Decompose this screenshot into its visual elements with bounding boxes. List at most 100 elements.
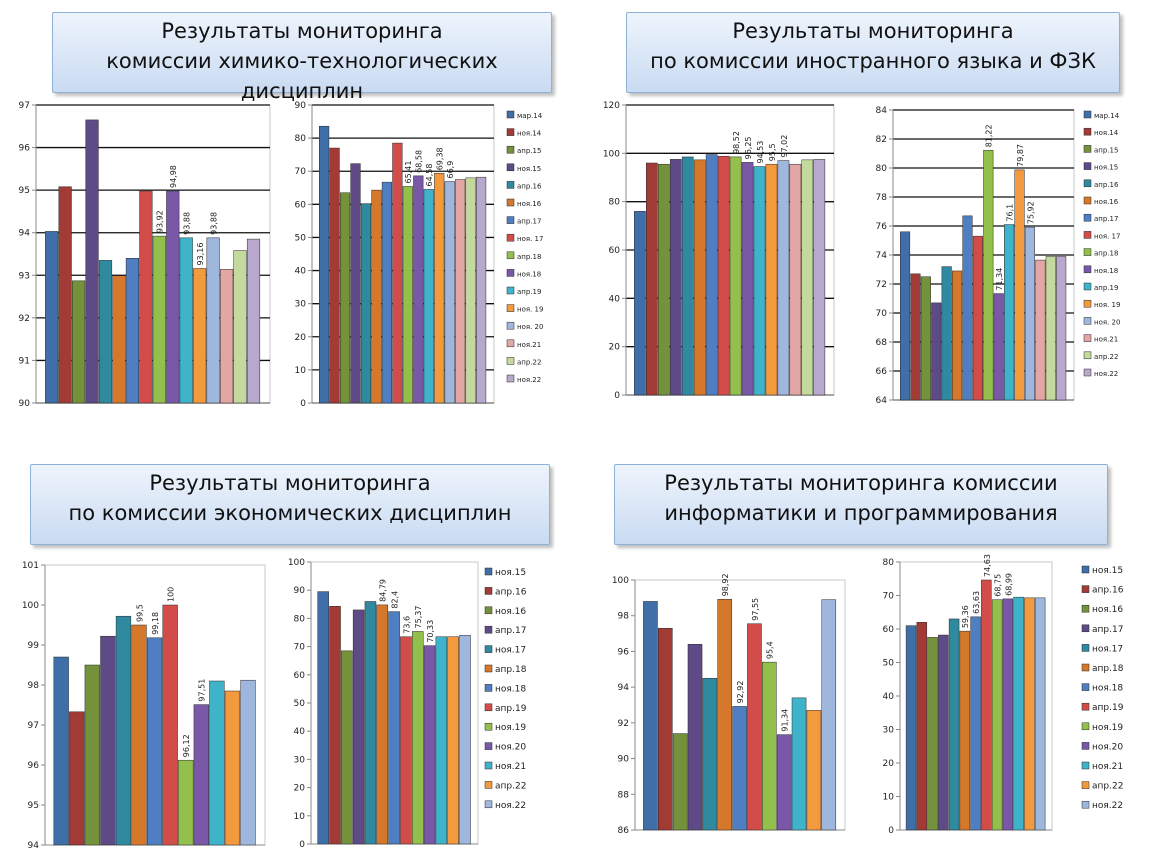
bar (411, 631, 424, 845)
bar (732, 706, 747, 831)
bar (789, 163, 802, 396)
panel-title-economics: Результаты мониторинга по комиссии эконо… (30, 464, 550, 545)
bar (729, 156, 742, 396)
bar (821, 599, 837, 831)
bar (1045, 256, 1056, 401)
y-tick-label: 100 (612, 576, 629, 586)
chart-economics-narrow-scale: 94 95 96 97 98 99 100 101 99,5 99,18 100 96,12 97,51 (22, 561, 266, 848)
data-label: 98,92 (721, 573, 730, 596)
y-tick-label: 50 (294, 699, 306, 709)
bar (434, 173, 445, 404)
legend-swatch (484, 606, 493, 615)
bar (402, 186, 413, 404)
y-tick-label: 86 (618, 826, 630, 836)
legend-label: апр.18 (1094, 250, 1118, 258)
legend-swatch (484, 781, 493, 789)
legend-label: апр.19 (517, 288, 541, 296)
legend-swatch (506, 198, 515, 207)
bar (360, 203, 372, 404)
bar (364, 601, 377, 845)
bar (765, 163, 778, 396)
bar (643, 601, 658, 831)
bar (45, 231, 59, 404)
y-tick-label: 40 (294, 727, 306, 737)
data-label: 97,02 (780, 135, 789, 158)
legend-label: апр.17 (1094, 215, 1118, 223)
data-label: 98,52 (732, 131, 741, 154)
y-tick-label: 60 (883, 625, 895, 635)
y-tick-label: 0 (300, 399, 306, 409)
y-tick-label: 10 (883, 793, 895, 803)
legend-label: ноя. 20 (1094, 318, 1120, 326)
y-tick-label: 80 (876, 164, 888, 174)
legend-swatch (1083, 162, 1092, 170)
data-label: 68,99 (1004, 573, 1013, 596)
panel-title-line2: по комиссии иностранного языка и ФЗК (650, 49, 1096, 73)
data-label: 65,41 (404, 161, 413, 184)
bar (747, 623, 762, 831)
legend-swatch (506, 269, 515, 277)
legend-label: ноя.22 (517, 376, 541, 384)
y-tick-label: 100 (22, 601, 39, 611)
legend-swatch (484, 645, 493, 653)
data-label: 68,75 (994, 574, 1003, 597)
legend-label: ноя.14 (1094, 129, 1119, 137)
bar (53, 656, 69, 846)
legend-label: ноя.22 (1092, 801, 1123, 811)
legend-label: ноя.22 (495, 801, 526, 811)
legend-swatch (484, 722, 493, 731)
legend-swatch (506, 145, 515, 154)
bar (444, 181, 455, 404)
legend-label: ноя.21 (1092, 762, 1123, 772)
legend-label: апр.17 (517, 218, 541, 226)
bar (329, 606, 341, 845)
data-label: 97,51 (198, 679, 207, 702)
legend-label: ноя.14 (517, 130, 542, 138)
legend-label: ноя.17 (495, 646, 526, 656)
y-tick-label: 96 (28, 761, 40, 771)
bar (813, 159, 826, 396)
y-tick-label: 20 (609, 343, 621, 353)
y-tick-label: 80 (294, 614, 306, 624)
legend-swatch (506, 128, 515, 136)
bar (959, 630, 971, 831)
panel-title-line1: Результаты мониторинга (732, 19, 1014, 43)
y-tick-label: 88 (618, 790, 630, 800)
legend-swatch (1083, 196, 1092, 205)
bar (139, 190, 153, 404)
bar (381, 181, 392, 404)
bar (447, 636, 459, 845)
bar (435, 636, 448, 845)
y-tick-label: 50 (295, 233, 307, 243)
data-label: 69,38 (436, 147, 445, 170)
legend-swatch (1083, 299, 1092, 308)
y-tick-label: 92 (19, 314, 30, 324)
bar (85, 119, 99, 404)
bar (741, 162, 754, 396)
data-label: 93,16 (196, 243, 205, 266)
y-tick-label: 95 (19, 186, 30, 196)
y-tick-label: 20 (295, 333, 307, 343)
bar (791, 697, 807, 831)
bar (1035, 259, 1046, 401)
chart-informatics-narrow-scale: 86 88 90 92 94 96 98 100 98,92 92,92 97,55 95,4 91,3… (612, 573, 846, 836)
legend-swatch (1081, 663, 1090, 672)
bar (423, 645, 436, 845)
legend-label: апр.22 (1094, 353, 1118, 361)
legend-swatch (1083, 351, 1092, 360)
legend-label: ноя.18 (517, 270, 541, 278)
bar (423, 189, 434, 404)
y-tick-label: 0 (299, 840, 305, 848)
bar (400, 636, 412, 845)
bar (352, 609, 365, 845)
legend-label: апр.22 (517, 358, 541, 366)
y-tick-label: 10 (294, 812, 306, 822)
y-tick-label: 0 (614, 391, 620, 401)
legend-label: апр.22 (1092, 782, 1123, 792)
panel-title-line1: Результаты мониторинга комиссии (664, 471, 1058, 495)
legend-swatch (484, 684, 493, 692)
legend-label: апр.16 (1094, 181, 1119, 189)
legend-label: ноя. 19 (517, 306, 543, 314)
bar (341, 650, 353, 845)
panel-title-language: Результаты мониторинга по комиссии иност… (626, 12, 1120, 93)
